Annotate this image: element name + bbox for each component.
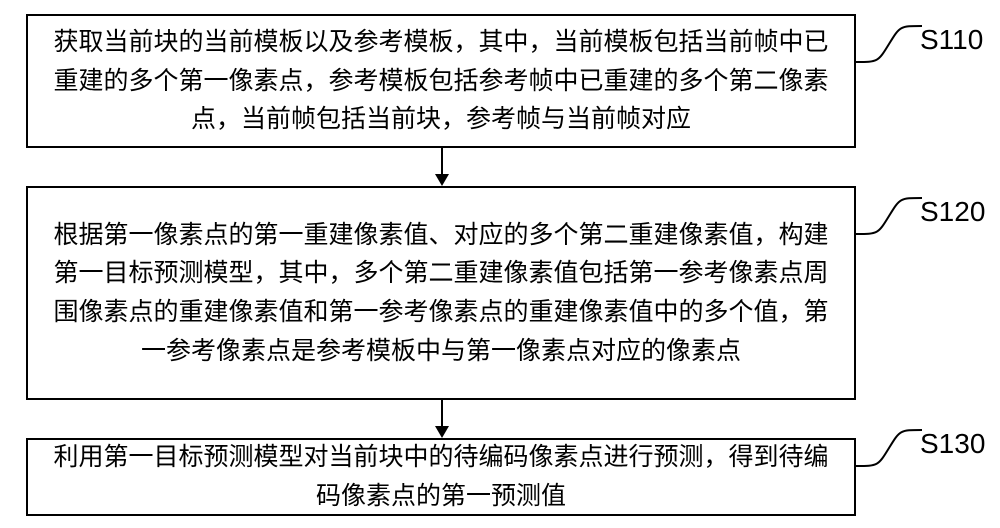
connector-curve-2 <box>856 194 922 244</box>
arrow-1-line <box>441 148 443 174</box>
step-label-1: S110 <box>920 24 983 56</box>
step-text-1: 获取当前块的当前模板以及参考模板，其中，当前模板包括当前帧中已重建的多个第一像素… <box>42 23 840 139</box>
arrow-1-head <box>435 174 449 186</box>
connector-curve-3 <box>856 426 922 476</box>
connector-curve-1 <box>856 22 922 72</box>
step-text-3: 利用第一目标预测模型对当前块中的待编码像素点进行预测，得到待编码像素点的第一预测… <box>42 438 840 516</box>
step-box-1: 获取当前块的当前模板以及参考模板，其中，当前模板包括当前帧中已重建的多个第一像素… <box>26 14 856 148</box>
arrow-2-line <box>441 400 443 426</box>
step-box-3: 利用第一目标预测模型对当前块中的待编码像素点进行预测，得到待编码像素点的第一预测… <box>26 438 856 516</box>
step-label-3: S130 <box>920 428 985 460</box>
flowchart-canvas: 获取当前块的当前模板以及参考模板，其中，当前模板包括当前帧中已重建的多个第一像素… <box>0 0 1000 528</box>
step-box-2: 根据第一像素点的第一重建像素值、对应的多个第二重建像素值，构建第一目标预测模型，… <box>26 186 856 400</box>
arrow-2-head <box>435 426 449 438</box>
step-text-2: 根据第一像素点的第一重建像素值、对应的多个第二重建像素值，构建第一目标预测模型，… <box>42 216 840 371</box>
step-label-2: S120 <box>920 196 985 228</box>
